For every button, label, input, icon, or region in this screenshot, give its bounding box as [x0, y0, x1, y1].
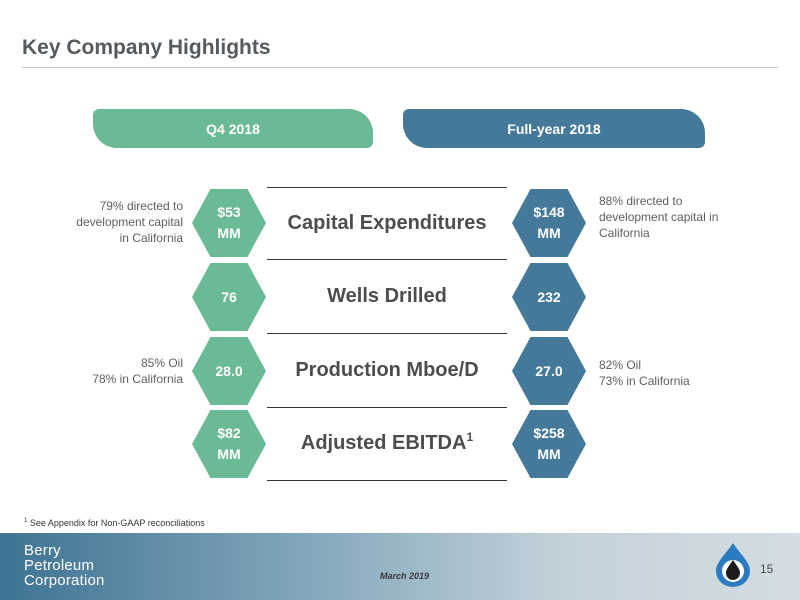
metric-wells-drilled: Wells Drilled	[267, 285, 507, 308]
row-divider	[267, 407, 507, 408]
logo-line: Petroleum	[24, 557, 95, 574]
metric-label: Wells Drilled	[327, 285, 447, 307]
q4-wells-badge: 76	[192, 263, 266, 331]
q4-ebitda-unit: MM	[217, 446, 241, 462]
metric-label: Production Mboe/D	[295, 359, 479, 381]
q4-production-badge: 28.0	[192, 337, 266, 405]
title-divider	[22, 67, 778, 68]
note-line: development capital in	[599, 210, 719, 224]
logo-line: Corporation	[24, 572, 105, 589]
fy-capex-value: $148	[533, 204, 565, 220]
q4-capex-unit: MM	[217, 225, 241, 241]
note-line: 85% Oil	[140, 356, 183, 370]
tab-q4-2018: Q4 2018	[93, 109, 373, 148]
note-line: 78% in California	[92, 372, 183, 386]
fy-wells-value: 232	[537, 288, 561, 305]
fy-capex-unit: MM	[537, 225, 561, 241]
footnote: 1 See Appendix for Non-GAAP reconciliati…	[24, 518, 205, 528]
metric-adjusted-ebitda: Adjusted EBITDA1	[267, 430, 507, 455]
footnote-marker: 1	[466, 430, 474, 444]
capex-q4-note: 79% directed to development capital in C…	[76, 198, 183, 246]
q4-capex-value: $53	[217, 204, 241, 220]
page-title: Key Company Highlights	[22, 36, 271, 59]
row-divider	[267, 333, 507, 334]
note-line: in California	[119, 231, 183, 245]
logo-line: Berry	[24, 542, 61, 559]
note-line: California	[599, 226, 650, 240]
note-line: 82% Oil	[599, 358, 642, 372]
fy-production-value: 27.0	[535, 362, 563, 379]
note-line: 79% directed to	[99, 199, 183, 213]
fy-capex-badge: $148 MM	[512, 189, 586, 257]
fy-wells-badge: 232	[512, 263, 586, 331]
page-number: 15	[760, 562, 774, 576]
row-divider	[267, 187, 507, 188]
q4-production-value: 28.0	[215, 362, 243, 379]
production-q4-note: 85% Oil 78% in California	[92, 355, 183, 387]
fy-ebitda-badge: $258 MM	[512, 410, 586, 478]
q4-ebitda-badge: $82 MM	[192, 410, 266, 478]
note-line: development capital	[76, 215, 183, 229]
q4-wells-value: 76	[221, 288, 237, 305]
metric-label: Capital Expenditures	[287, 212, 487, 234]
company-logo-wordmark: Berry Petroleum Corporation	[24, 543, 105, 588]
note-line: 88% directed to	[599, 194, 683, 208]
metric-production: Production Mboe/D	[267, 359, 507, 382]
row-divider	[267, 480, 507, 481]
note-line: 73% in California	[599, 374, 690, 388]
production-fy-note: 82% Oil 73% in California	[599, 357, 690, 389]
water-drop-icon	[716, 543, 750, 587]
tab-full-year-2018: Full-year 2018	[403, 109, 705, 148]
row-divider	[267, 259, 507, 260]
footer-date: March 2019	[380, 571, 430, 581]
q4-ebitda-value: $82	[217, 425, 241, 441]
footer-bar	[0, 533, 800, 600]
fy-production-badge: 27.0	[512, 337, 586, 405]
capex-fy-note: 88% directed to development capital in C…	[599, 193, 718, 241]
q4-capex-badge: $53 MM	[192, 189, 266, 257]
metric-label: Adjusted EBITDA	[300, 432, 467, 454]
fy-ebitda-unit: MM	[537, 446, 561, 462]
footnote-number: 1	[24, 518, 28, 524]
footnote-text: See Appendix for Non-GAAP reconciliation…	[29, 518, 205, 528]
metric-capital-expenditures: Capital Expenditures	[267, 212, 507, 235]
fy-ebitda-value: $258	[533, 425, 565, 441]
